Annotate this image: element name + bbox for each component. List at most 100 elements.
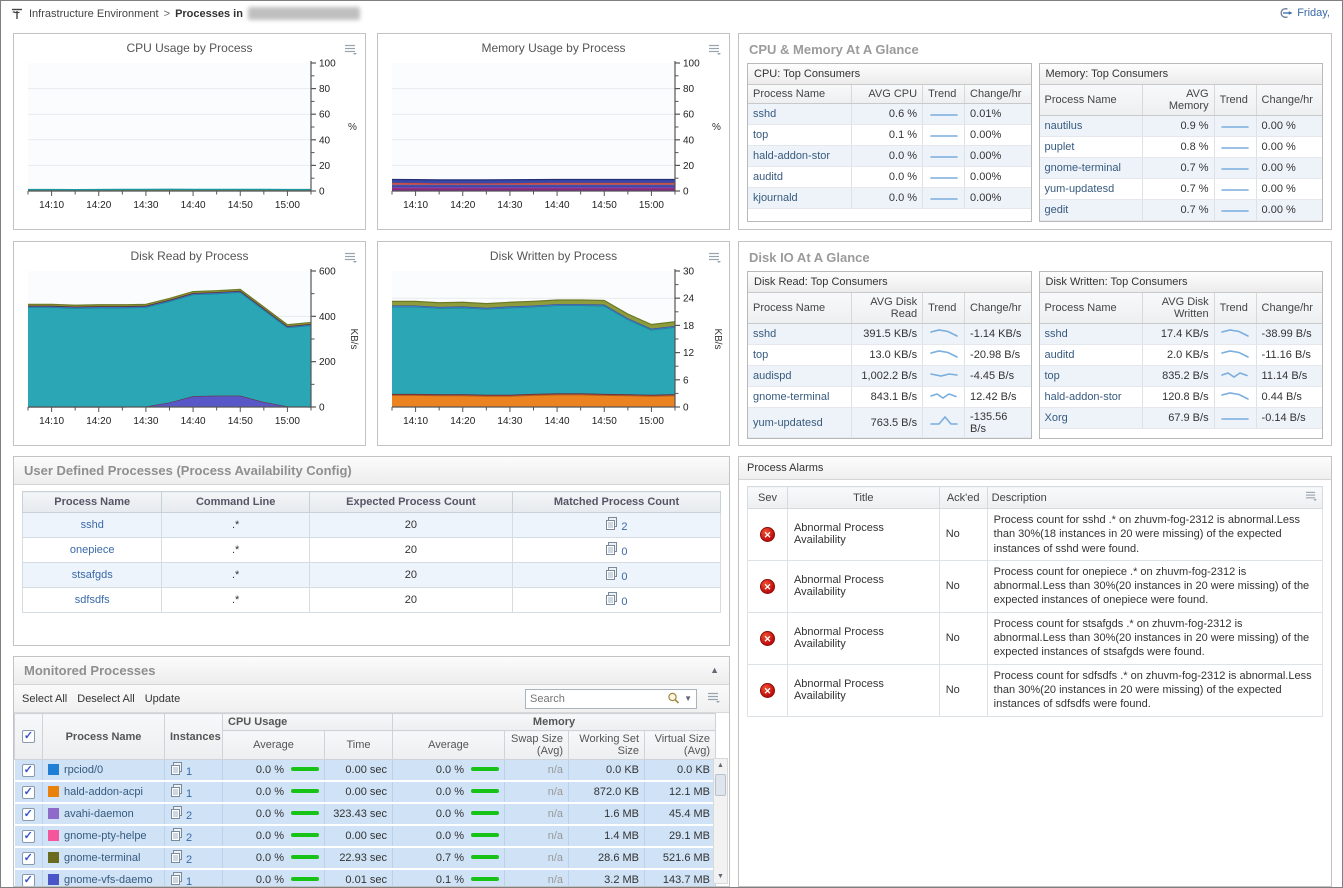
table-row[interactable]: auditd 2.0 KB/s -11.16 B/s <box>1039 344 1322 366</box>
chart-menu-icon[interactable] <box>344 44 358 58</box>
matched-count-cell[interactable]: 0 <box>511 562 722 588</box>
process-name-cell[interactable]: sshd <box>21 512 163 538</box>
search-input[interactable] <box>530 692 668 705</box>
column-header[interactable]: Process Name <box>1039 85 1144 116</box>
chart-menu-icon[interactable] <box>344 252 358 266</box>
column-header[interactable]: Instances <box>164 713 223 760</box>
severity-cell[interactable]: ✕ <box>747 611 788 665</box>
scroll-up-icon[interactable]: ▲ <box>717 762 724 769</box>
process-name-cell[interactable]: hald-addon-stor <box>748 145 852 167</box>
process-name-link[interactable]: puplet <box>1044 141 1075 153</box>
scrollbar-thumb[interactable] <box>715 774 726 796</box>
process-name-cell[interactable]: gnome-terminal <box>42 847 165 870</box>
table-row[interactable]: hald-addon-stor 0.0 % 0.00% <box>748 145 1031 167</box>
table-row[interactable]: stsafgds .* 20 0 <box>21 562 722 588</box>
instances-cell[interactable]: 1 <box>164 869 223 886</box>
critical-severity-icon[interactable]: ✕ <box>759 526 775 542</box>
row-checkbox[interactable]: ✓ <box>21 807 35 821</box>
process-name-cell[interactable]: gnome-terminal <box>748 386 852 408</box>
severity-cell[interactable]: ✕ <box>747 508 788 561</box>
alarm-row[interactable]: ✕ Abnormal Process Availability No Process … <box>747 508 1324 561</box>
disk-written-chart[interactable]: 0 6 12 18 24 30 14:10 14:20 14:30 14:40 14:50 15:00… <box>378 263 723 439</box>
process-name-link[interactable]: gnome-pty-helpe <box>64 830 147 842</box>
instances-cell[interactable]: 1 <box>164 781 223 804</box>
process-name-cell[interactable]: top <box>748 344 852 366</box>
column-header[interactable]: Trend <box>1214 293 1257 324</box>
table-row[interactable]: puplet 0.8 % 0.00 % <box>1039 136 1322 158</box>
row-checkbox[interactable]: ✓ <box>21 851 35 865</box>
severity-cell[interactable]: ✕ <box>747 559 788 613</box>
table-row[interactable]: kjournald 0.0 % 0.00% <box>748 187 1031 209</box>
row-checkbox[interactable]: ✓ <box>21 829 35 843</box>
process-name-link[interactable]: Xorg <box>1044 412 1068 424</box>
process-name-cell[interactable]: yum-updatesd <box>748 407 852 438</box>
process-name-link[interactable]: nautilus <box>1044 120 1083 132</box>
process-name-cell[interactable]: audispd <box>748 365 852 387</box>
search-options-caret-icon[interactable]: ▼ <box>684 694 692 703</box>
select-all-header[interactable]: ✓ <box>14 713 43 760</box>
critical-severity-icon[interactable]: ✕ <box>759 630 775 646</box>
matched-count-link[interactable]: 0 <box>621 546 628 558</box>
alarm-title-cell[interactable]: Abnormal Process Availability <box>786 559 940 613</box>
row-checkbox[interactable]: ✓ <box>21 785 35 799</box>
instances-cell[interactable]: 2 <box>164 847 223 870</box>
process-name-link[interactable]: auditd <box>1044 349 1075 361</box>
process-name-link[interactable]: gnome-vfs-daemo <box>64 874 153 886</box>
column-header[interactable]: Change/hr <box>964 85 1031 104</box>
column-header[interactable]: Trend <box>922 85 966 104</box>
process-row[interactable]: ✓ rpciod/0 1 0.0 % 0.00 sec 0.0 % n/a 0.0 KB 0.0… <box>14 759 717 782</box>
process-name-cell[interactable]: rpciod/0 <box>42 759 165 782</box>
process-row[interactable]: ✓ avahi-daemon 2 0.0 % 323.43 sec 0.0 % n/a 1.6… <box>14 803 717 826</box>
column-header[interactable]: AVG Memory <box>1142 85 1215 116</box>
process-name-cell[interactable]: Xorg <box>1039 407 1144 429</box>
process-name-link[interactable]: yum-updatesd <box>753 416 823 429</box>
column-header[interactable]: Ack'ed <box>938 486 988 509</box>
column-header[interactable]: Process Name <box>42 713 165 760</box>
row-checkbox-cell[interactable]: ✓ <box>14 825 43 848</box>
instances-cell[interactable]: 1 <box>164 759 223 782</box>
process-name-link[interactable]: top <box>753 349 769 361</box>
process-name-link[interactable]: top <box>1044 370 1060 382</box>
process-name-link[interactable]: gnome-terminal <box>753 391 830 403</box>
matched-count-link[interactable]: 0 <box>621 596 628 608</box>
select-all-button[interactable]: Select All <box>22 692 68 705</box>
instances-count[interactable]: 2 <box>186 832 193 844</box>
column-header[interactable]: AVG CPU <box>851 85 924 104</box>
instances-count[interactable]: 1 <box>186 766 193 778</box>
table-row[interactable]: audispd 1,002.2 B/s -4.45 B/s <box>748 365 1031 387</box>
deselect-all-button[interactable]: Deselect All <box>77 692 135 705</box>
matched-count-link[interactable]: 2 <box>621 521 628 533</box>
alarm-row[interactable]: ✕ Abnormal Process Availability No Process … <box>747 559 1324 613</box>
process-name-link[interactable]: kjournald <box>753 192 798 204</box>
process-row[interactable]: ✓ gnome-terminal 2 0.0 % 22.93 sec 0.7 % n/a 28… <box>14 847 717 870</box>
alarm-title-cell[interactable]: Abnormal Process Availability <box>786 508 940 561</box>
matched-count-cell[interactable]: 2 <box>511 512 722 538</box>
process-name-link[interactable]: hald-addon-stor <box>753 150 831 162</box>
column-header[interactable]: Process Name <box>748 85 852 104</box>
table-row[interactable]: yum-updatesd 0.7 % 0.00 % <box>1039 178 1322 200</box>
process-name-cell[interactable]: sshd <box>748 103 852 125</box>
instances-count[interactable]: 1 <box>186 788 193 800</box>
instances-cell[interactable]: 2 <box>164 803 223 826</box>
time-range-control[interactable]: Friday, <box>1278 7 1330 19</box>
row-checkbox-cell[interactable]: ✓ <box>14 759 43 782</box>
critical-severity-icon[interactable]: ✕ <box>759 578 775 594</box>
table-row[interactable]: sshd .* 20 2 <box>21 512 722 538</box>
severity-cell[interactable]: ✕ <box>747 663 788 717</box>
matched-count-link[interactable]: 0 <box>621 571 628 583</box>
column-header[interactable]: Command Line <box>161 491 310 513</box>
column-header[interactable]: AVG Disk Read <box>851 293 924 324</box>
process-name-cell[interactable]: gnome-pty-helpe <box>42 825 165 848</box>
process-name-link[interactable]: auditd <box>753 171 783 183</box>
column-header[interactable]: Swap Size (Avg) <box>504 730 570 760</box>
process-name-link[interactable]: gedit <box>1044 204 1069 216</box>
column-header[interactable]: Sev <box>747 486 788 509</box>
update-button[interactable]: Update <box>144 692 181 705</box>
table-row[interactable]: auditd 0.0 % 0.00% <box>748 166 1031 188</box>
table-row[interactable]: hald-addon-stor 120.8 B/s 0.44 B/s <box>1039 386 1322 408</box>
alarm-title-cell[interactable]: Abnormal Process Availability <box>786 611 940 665</box>
chart-menu-icon[interactable] <box>708 44 722 58</box>
process-name-cell[interactable]: nautilus <box>1039 115 1144 137</box>
alarm-row[interactable]: ✕ Abnormal Process Availability No Process … <box>747 611 1324 665</box>
column-header[interactable]: Title <box>786 486 940 509</box>
